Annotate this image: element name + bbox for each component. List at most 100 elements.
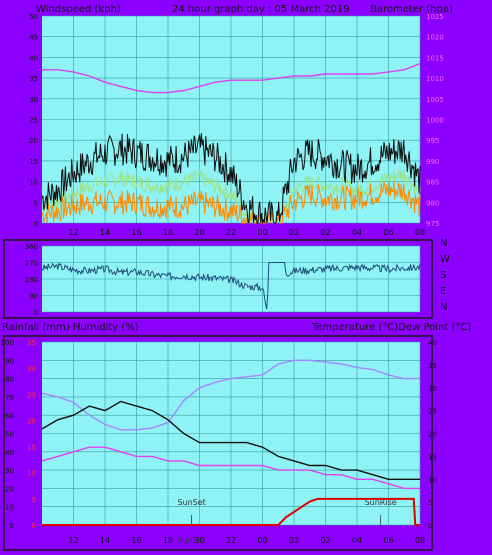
panel3-rain-tick-6: 30 [27,365,36,373]
panel2-compass-1: W [440,254,450,265]
panel3-ytick-2: 20 [5,485,14,493]
panel3-ytick-6: 60 [5,412,14,420]
panel1-series-wind-mid [41,168,421,225]
panel3-y2tick-2: 10 [428,476,437,484]
panel3-annotation-1: SunSet [177,536,205,545]
panel3-ytick-8: 80 [5,376,14,384]
panel3-ytick-7: 70 [5,394,14,402]
panel3-xtick-8: 02 [320,536,330,545]
panel2-ytick-1: 270 [25,260,38,268]
panel1-y2tick-0: 975 [426,220,439,228]
panel3-ytick-9: 90 [5,357,14,365]
panel3-xtick-3: 18 [163,536,173,545]
panel3-ytick-10: 100 [1,339,14,347]
panel3-xtick-10: 06 [383,536,393,545]
panel1-y2tick-7: 1010 [426,75,444,83]
panel3-xtick-2: 16 [131,536,141,545]
panel1-center-title: 24 hour graph day : 05 March 2019 [172,4,350,15]
panel3-xtick-7: 02 [289,536,299,545]
panel2-ytick-2: 180 [25,276,38,284]
panel1-xtick-10: 06 [383,228,393,237]
panel3-annotation-0: SunSet [177,498,205,507]
panel3-xtick-5: 22 [226,536,236,545]
panel3-annotation-2: SunRise [365,498,397,507]
panel2-ytick-0: 360 [25,243,38,251]
panel1-ytick-2: 10 [29,179,38,187]
panel1-series-gust [41,133,421,224]
panel3-series-dew-point [41,446,420,490]
panel1-xtick-5: 22 [226,228,236,237]
panel3-y2tick-5: 25 [428,408,437,416]
panel1-ytick-1: 5 [34,199,38,207]
panel3-y2tick-3: 15 [428,453,437,461]
panel1-xtick-6: 00 [257,228,267,237]
panel3-rain-tick-0: 0 [32,522,36,530]
panel3-ytick-0: 0 [10,522,14,530]
panel3-xtick-1: 14 [100,536,110,545]
panel1-ytick-8: 40 [29,54,38,62]
panel1-y2tick-1: 980 [426,199,439,207]
panel3-rain-tick-1: 5 [32,496,36,504]
panel1-ytick-7: 35 [29,75,38,83]
panel3-xtick-0: 12 [68,536,78,545]
panel3-ytick-1: 10 [5,504,14,512]
panel3-rain-tick-4: 20 [27,417,36,425]
panel3-xtick-4: 20 [194,536,204,545]
panel1-ytick-4: 20 [29,137,38,145]
panel2-compass-2: S [440,270,446,281]
panel3-y2tick-8: 40 [428,339,437,347]
panel2-ytick-4: 0 [34,309,38,317]
panel3-ytick-5: 50 [5,431,14,439]
panel3-left-title: Rainfall (mm) Humidity (%) [2,322,139,333]
panel1-series-barometer [42,62,421,94]
panel3-y2tick-6: 30 [428,385,437,393]
panel1-ytick-0: 0 [34,220,38,228]
panel1-y2tick-5: 1000 [426,117,444,125]
panel3-rain-tick-2: 10 [27,470,36,478]
panel1-y2tick-6: 1005 [426,96,444,104]
panel1-y2tick-9: 1020 [426,34,444,42]
panel1-right-title: Barometer (hpa) [370,4,453,15]
panel3-y2tick-4: 20 [428,431,437,439]
panel1-xtick-8: 02 [320,228,330,237]
panel1-y2tick-8: 1015 [426,54,444,62]
panel3-y2tick-1: 5 [428,499,432,507]
panel3-series-temperature [41,400,420,480]
panel1-ytick-6: 30 [29,96,38,104]
panel3-series-humidity [41,359,420,431]
panel1-y2tick-3: 990 [426,158,439,166]
panel2-compass-0: N [440,238,447,249]
panel3-rain-tick-5: 25 [27,391,36,399]
panel3-y2tick-7: 35 [428,362,437,370]
panel1-ytick-10: 50 [29,13,38,21]
panel3-xtick-6: 00 [257,536,267,545]
panel1-xtick-3: 18 [163,228,173,237]
panel1-xtick-11: 08 [415,228,425,237]
panel3-series-rainfall [42,497,420,526]
panel3-ytick-3: 30 [5,467,14,475]
panel2-ytick-3: 90 [29,293,38,301]
panel1-xtick-9: 04 [352,228,362,237]
panel3-xtick-11: 08 [415,536,425,545]
panel3-rain-tick-7: 35 [27,339,36,347]
panel1-y2tick-10: 1025 [426,13,444,21]
panel2-series-wind-direction [41,262,421,310]
panel1-ytick-9: 45 [29,34,38,42]
panel1-y2tick-2: 985 [426,179,439,187]
panel3-rain-tick-3: 15 [27,444,36,452]
panel1-ytick-3: 15 [29,158,38,166]
panel1-ytick-5: 25 [29,117,38,125]
panel1-y2tick-4: 995 [426,137,439,145]
panel1-xtick-7: 02 [289,228,299,237]
panel3-frame [3,335,433,551]
panel1-xtick-0: 12 [68,228,78,237]
panel3-ytick-4: 40 [5,449,14,457]
panel3-right-title: Temperature (°C)Dew Point (°C) [311,322,471,333]
panel1-left-title: Windspeed (kph) [36,4,121,15]
panel2-compass-3: E [440,286,446,297]
panel1-xtick-4: 20 [194,228,204,237]
panel2-frame [3,239,433,319]
panel1-xtick-1: 14 [100,228,110,237]
